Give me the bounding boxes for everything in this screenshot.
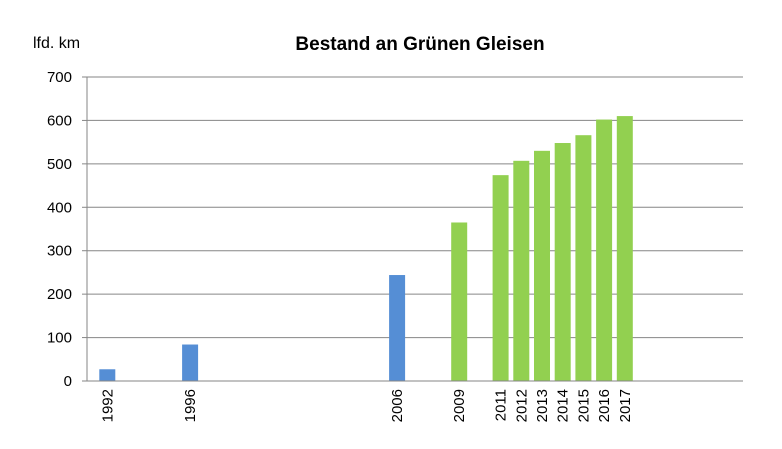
y-tick-labels: 0 100 200 300 400 500 600 700	[47, 69, 72, 390]
y-axis-label: lfd. km	[33, 35, 80, 52]
x-tick-label: 1996	[182, 389, 199, 422]
chart-title: Bestand an Grünen Gleisen	[295, 34, 544, 55]
y-tick-label: 700	[47, 69, 72, 86]
x-tick-label: 2017	[617, 389, 634, 422]
x-tick-label: 2015	[575, 389, 592, 422]
y-tick-label: 500	[47, 156, 72, 173]
x-tick-label: 2013	[534, 389, 551, 422]
y-tick-label: 400	[47, 199, 72, 216]
x-tick-label: 2011	[493, 389, 510, 421]
bar-2017	[616, 116, 633, 381]
y-tick-label: 300	[47, 243, 72, 260]
y-tick-label: 600	[47, 112, 72, 129]
x-tick-label: 2016	[596, 389, 613, 422]
y-tick-label: 0	[64, 373, 72, 390]
bar-2011	[492, 175, 509, 381]
x-tick-label: 2009	[451, 389, 468, 422]
x-tick-label: 2014	[555, 389, 572, 422]
bar-2015	[575, 135, 592, 381]
y-tick-label: 100	[47, 330, 72, 347]
bar-2014	[554, 143, 571, 381]
x-tick-label: 2006	[389, 389, 406, 422]
bar-2016	[596, 119, 613, 381]
bar-2009	[451, 222, 468, 381]
y-tick-label: 200	[47, 286, 72, 303]
bars	[99, 116, 633, 381]
bar-1992	[99, 369, 116, 381]
bar-2013	[534, 150, 550, 381]
x-tick-label: 2012	[513, 389, 530, 422]
bar-2006	[389, 275, 406, 381]
bar-1996	[182, 344, 199, 381]
gridlines	[82, 76, 743, 382]
bar-2012	[513, 160, 530, 381]
x-tick-labels: 1992 1996 2006 2009 2011 2012 2013 2014 2015 2016…	[99, 389, 634, 422]
x-tick-label: 1992	[99, 389, 116, 422]
